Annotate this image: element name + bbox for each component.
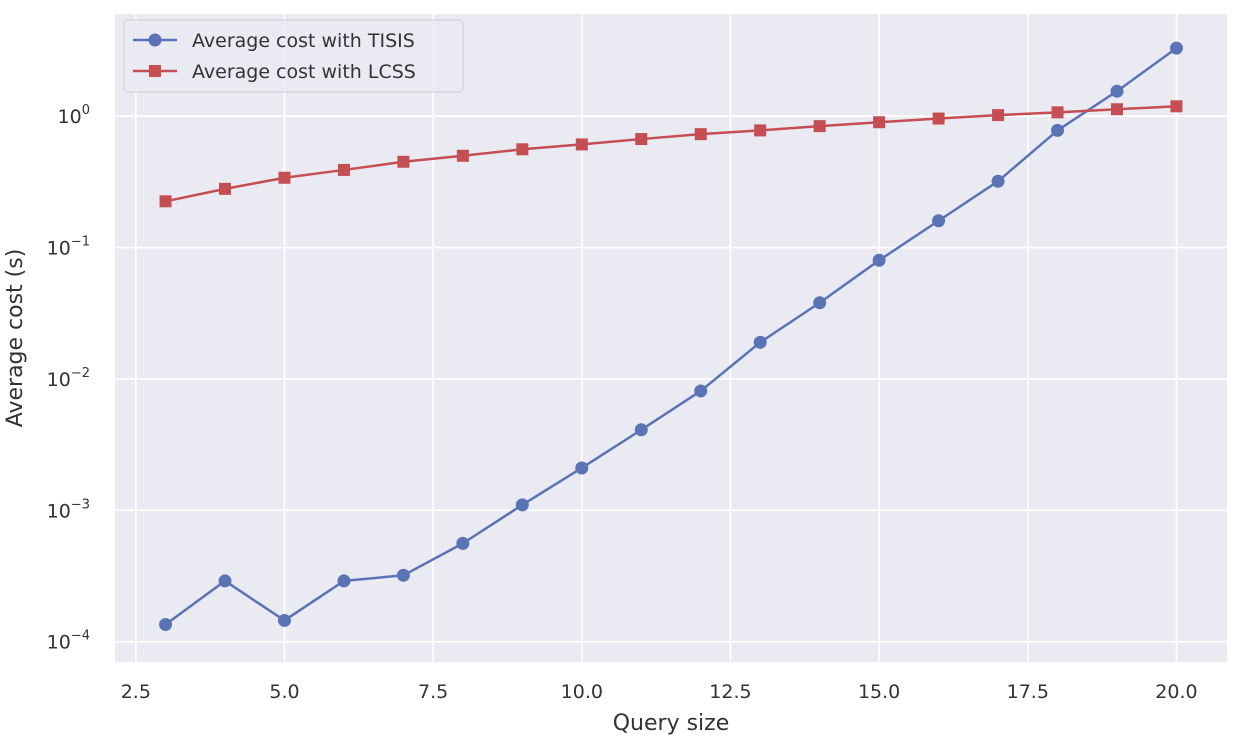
series-1 [159,100,1183,208]
data-point [813,296,827,310]
x-tick-label: 20.0 [1155,681,1197,703]
tick-labels: 2.5 5.0 7.5 10.0 12.5 15.0 17.5 20.0 100 10−1 10−2… [47,103,1198,703]
series-line [164,47,1178,626]
y-tick-label: 10−3 [47,497,90,522]
data-point [634,423,648,437]
data-point [1051,123,1065,137]
data-point [337,574,351,588]
data-point [218,574,232,588]
data-point [1170,100,1183,113]
data-point [754,124,767,137]
data-point [932,112,945,125]
data-point [219,182,232,195]
series-layer [159,41,1183,632]
data-point [337,163,350,176]
data-point [159,195,172,208]
x-tick-label: 15.0 [858,681,900,703]
data-point [575,138,588,151]
data-point [932,214,946,228]
series-0 [159,41,1183,632]
x-tick-label: 17.5 [1007,681,1049,703]
data-point [635,133,648,146]
data-point [278,171,291,184]
series-line [165,105,1177,203]
x-axis-label: Query size [613,711,730,736]
data-point [1110,84,1124,98]
x-tick-label: 12.5 [709,681,751,703]
data-point [1051,106,1064,119]
data-point [1110,103,1123,116]
plot-area [115,14,1227,662]
legend-marker-lcss [149,65,161,77]
legend: Average cost with TISIS Average cost wit… [123,19,464,93]
data-point [159,618,173,632]
data-point [1169,41,1183,55]
data-point [516,143,529,156]
x-tick-label: 7.5 [418,681,448,703]
data-point [872,253,886,267]
y-axis-label: Average cost (s) [3,249,28,428]
data-point [397,155,410,168]
x-tick-label: 2.5 [121,681,151,703]
y-tick-label: 10−4 [47,629,90,654]
data-point [515,498,529,512]
data-point [873,116,886,129]
data-point [991,174,1005,188]
data-point [396,568,410,582]
y-tick-label: 10−1 [47,235,90,260]
data-point [694,128,707,141]
data-point [694,384,708,398]
legend-label-lcss: Average cost with LCSS [192,61,416,83]
x-tick-label: 10.0 [561,681,603,703]
y-tick-label: 100 [58,103,90,128]
data-point [753,335,767,349]
data-point [277,613,291,627]
data-point [992,109,1005,122]
legend-label-tisis: Average cost with TISIS [192,30,415,52]
data-point [456,149,469,162]
y-tick-label: 10−2 [47,366,90,391]
x-tick-label: 5.0 [269,681,299,703]
data-point [456,536,470,550]
data-point [813,120,826,133]
legend-box [123,19,464,93]
data-point [575,461,589,475]
legend-marker-tisis [148,33,162,47]
grid-lines [115,14,1227,662]
